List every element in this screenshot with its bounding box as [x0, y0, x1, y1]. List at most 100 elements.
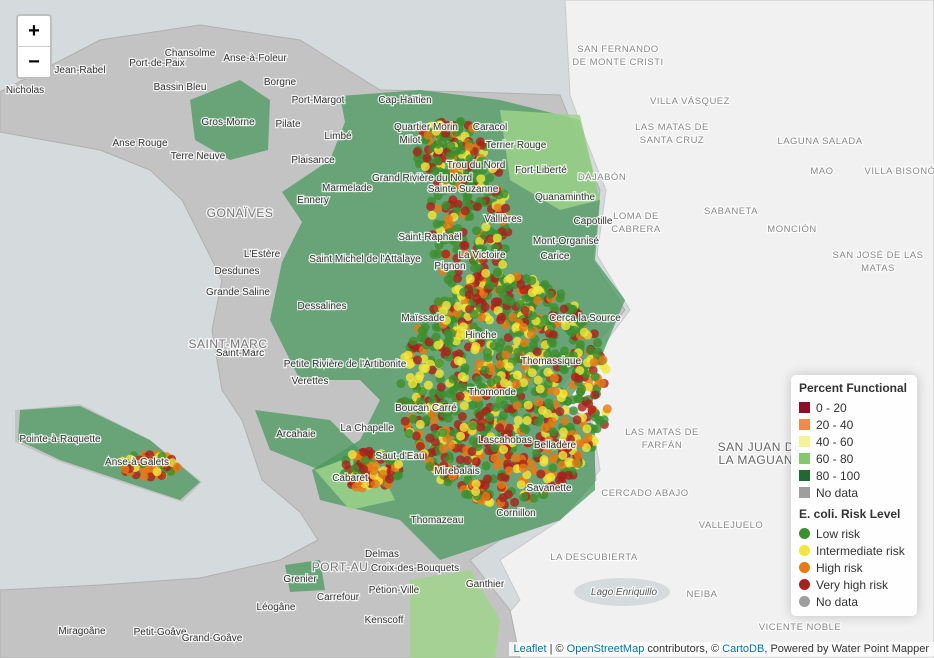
- water-point: [464, 290, 474, 300]
- water-point: [464, 162, 474, 172]
- water-point: [485, 280, 494, 290]
- water-point: [159, 458, 169, 468]
- water-point: [560, 416, 570, 426]
- attribution-link[interactable]: OpenStreetMap: [566, 643, 645, 655]
- legend-label: 40 - 60: [816, 434, 854, 449]
- zoom-in[interactable]: +: [18, 16, 50, 47]
- water-point: [457, 412, 467, 421]
- water-point: [422, 153, 432, 163]
- water-point: [448, 471, 458, 481]
- water-point: [340, 469, 350, 478]
- attribution-link[interactable]: Leaflet: [513, 643, 547, 655]
- water-point: [519, 378, 529, 388]
- water-point: [577, 384, 586, 394]
- place-label: Croix-des-Bouquets: [371, 563, 459, 574]
- water-point: [420, 364, 430, 373]
- water-point: [510, 497, 520, 507]
- water-point: [404, 429, 414, 438]
- water-point: [569, 406, 578, 416]
- water-point: [461, 489, 471, 499]
- water-point: [570, 372, 580, 382]
- region-label-line: SANTA CRUZ: [640, 135, 704, 146]
- water-point: [543, 367, 553, 377]
- place-label: Ennery: [297, 195, 329, 206]
- water-point: [433, 204, 443, 214]
- water-point: [369, 466, 379, 476]
- water-point: [572, 415, 582, 425]
- water-point: [448, 374, 458, 384]
- water-point: [350, 464, 360, 473]
- water-point: [557, 460, 567, 470]
- water-point: [489, 341, 499, 351]
- water-point: [583, 382, 593, 392]
- water-point: [495, 285, 505, 295]
- water-point: [496, 338, 506, 347]
- water-point: [429, 304, 439, 314]
- water-point: [470, 345, 480, 355]
- water-point: [452, 245, 462, 254]
- water-point: [420, 322, 430, 332]
- water-point: [500, 429, 510, 439]
- water-point: [512, 370, 522, 380]
- water-point: [431, 332, 441, 342]
- water-point: [546, 481, 556, 491]
- legend-label: 0 - 20: [816, 400, 847, 415]
- place-label: Mirebalais: [434, 466, 480, 477]
- place-label: Pilate: [275, 119, 300, 130]
- region-label-line: VILLA VÁSQUEZ: [650, 96, 730, 107]
- water-point: [544, 398, 553, 408]
- water-point: [513, 415, 523, 425]
- water-point: [473, 442, 483, 452]
- place-label: L'Estère: [244, 249, 281, 260]
- water-point: [527, 311, 537, 321]
- water-point: [559, 427, 568, 437]
- water-point: [486, 432, 496, 442]
- place-label: Saint-Marc: [216, 348, 264, 359]
- legend-item: 40 - 60: [799, 433, 909, 450]
- water-point: [433, 297, 443, 307]
- water-point: [465, 154, 475, 164]
- water-point: [495, 423, 505, 433]
- water-point: [396, 379, 406, 389]
- water-point: [442, 347, 452, 357]
- region-label-line: CERCADO ABAJO: [601, 488, 688, 499]
- water-point: [445, 151, 455, 161]
- water-point: [516, 480, 526, 490]
- region-label-line: VILLA BISONÓ: [865, 166, 934, 177]
- water-point: [498, 259, 508, 269]
- water-point: [448, 121, 458, 131]
- legend-label: No data: [816, 485, 859, 500]
- water-point: [446, 141, 456, 151]
- place-label: Milot: [399, 135, 420, 146]
- water-point: [434, 359, 444, 369]
- water-point: [579, 327, 589, 337]
- zoom-out[interactable]: −: [28, 51, 40, 73]
- attribution: Leaflet | © OpenStreetMap contributors, …: [508, 642, 934, 656]
- water-point: [512, 379, 521, 389]
- water-point: [383, 454, 393, 464]
- water-point: [485, 234, 495, 244]
- region-label: SAN FERNANDO DE MONTE CRISTI: [572, 44, 663, 68]
- legend-swatch: [799, 470, 810, 481]
- water-point: [481, 222, 491, 232]
- water-point: [522, 416, 532, 425]
- water-point: [429, 249, 439, 259]
- water-point: [546, 337, 556, 347]
- region-label: LAS MATAS DE FARFÁN: [625, 427, 699, 451]
- legend-item: Very high risk: [799, 576, 909, 593]
- water-point: [520, 305, 530, 315]
- water-point: [359, 464, 369, 474]
- place-label: Anse-à-Foleur: [223, 53, 287, 64]
- water-point: [540, 423, 550, 433]
- water-point: [475, 236, 485, 246]
- water-point: [473, 375, 483, 385]
- water-point: [513, 347, 523, 357]
- legend-swatch: [799, 436, 810, 447]
- water-point: [512, 401, 522, 410]
- water-point: [444, 407, 454, 417]
- water-point: [152, 467, 162, 477]
- water-point: [482, 423, 492, 433]
- attribution-link[interactable]: CartoDB: [722, 643, 765, 655]
